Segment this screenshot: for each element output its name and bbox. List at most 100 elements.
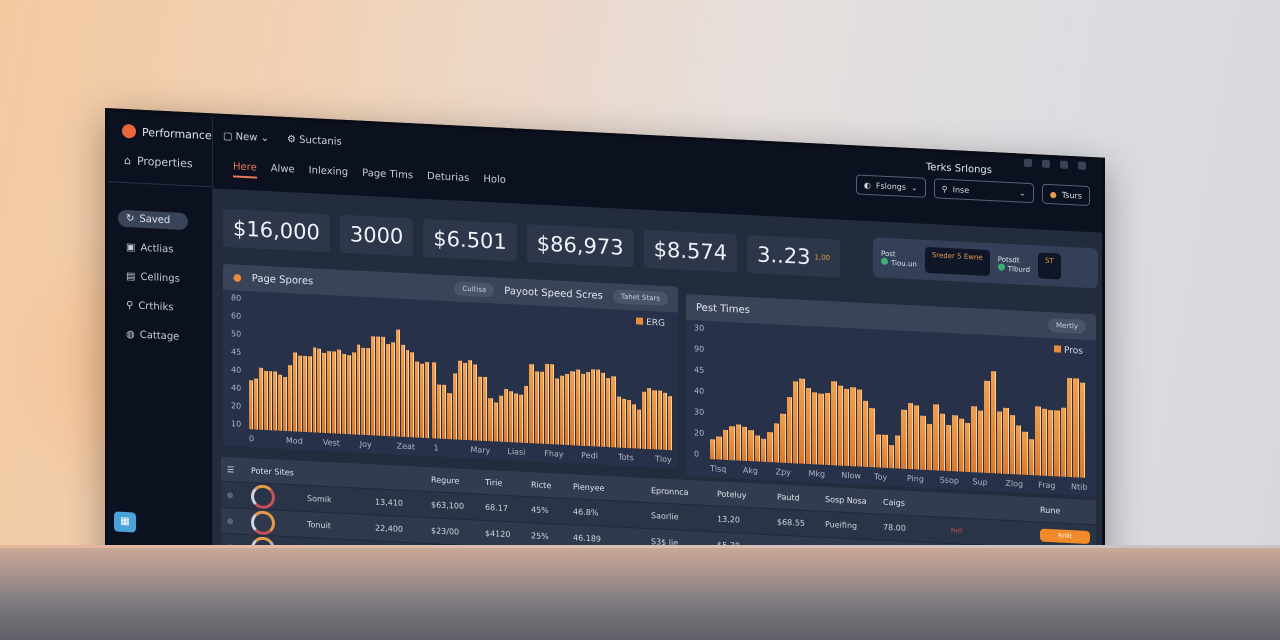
sidebar-properties[interactable]: ⌂ Properties [124, 154, 193, 170]
radio-icon[interactable] [227, 491, 233, 498]
legend-label: ERG [646, 317, 665, 329]
radio-icon[interactable] [227, 517, 233, 524]
y-tick-label: 80 [231, 293, 242, 303]
new-button[interactable]: ▢ New ⌄ [223, 130, 270, 145]
bar [560, 375, 565, 445]
filter-dropdown[interactable]: ◐ Fslongs ⌄ [855, 174, 926, 198]
x-tick-label: Joy [359, 439, 372, 450]
sidebar-item-actlias[interactable]: ▣ Actlias [118, 239, 188, 259]
column-header[interactable]: Poteluy [717, 488, 747, 500]
status-item: Post Tiou.un [881, 249, 917, 268]
bar [990, 371, 996, 474]
bar [519, 394, 524, 443]
coin-icon: ● [1049, 189, 1057, 199]
bar [302, 356, 307, 433]
brand-name: Performance [142, 125, 212, 142]
tab-deturias[interactable]: Deturias [427, 171, 470, 185]
new-label: New [235, 131, 258, 144]
bar [590, 368, 595, 447]
column-header[interactable]: Rune [1040, 505, 1061, 516]
bar [565, 374, 570, 446]
column-header[interactable]: Regure [431, 474, 460, 486]
sidebar-item-saved[interactable]: ↻ Saved [118, 209, 188, 231]
table-cell: Tonuit [307, 520, 331, 531]
bar [1009, 414, 1015, 475]
search-icon: ⚲ [941, 184, 948, 194]
table-cell: 68.17 [485, 502, 508, 514]
calendar-icon: ▤ [126, 271, 136, 283]
bar [1041, 408, 1047, 476]
menu-icon[interactable]: ☰ [227, 464, 235, 474]
status-badge[interactable]: ST [1038, 252, 1061, 280]
bar [488, 398, 493, 442]
sidebar-item-crthiks[interactable]: ⚲ Crthiks [118, 297, 188, 317]
sidebar-item-cellings[interactable]: ▤ Cellings [118, 268, 188, 288]
column-header[interactable]: Caigs [883, 497, 905, 508]
tab-bar: Here Alwe Inlexing Page Tims Deturias Ho… [233, 161, 506, 191]
column-header[interactable]: Sosp Nosa [825, 494, 867, 506]
column-header[interactable]: Pienyee [573, 481, 605, 493]
bar [539, 371, 544, 444]
bar [894, 435, 901, 469]
tab-page-tims[interactable]: Page Tims [362, 167, 414, 182]
table-cell: $63,100 [431, 500, 465, 511]
table-cell: $23/00 [431, 526, 460, 537]
tab-inlexing[interactable]: Inlexing [308, 165, 349, 179]
bar [549, 363, 554, 445]
status-item: Potsdt Tlburd [997, 255, 1030, 274]
settings-button[interactable]: ⚙ Suctanis [287, 134, 342, 148]
row-select[interactable] [227, 517, 251, 525]
window-button[interactable] [1060, 160, 1068, 169]
column-header[interactable]: Ricte [531, 479, 552, 490]
legend-swatch [1054, 345, 1062, 353]
row-select[interactable] [227, 491, 251, 499]
sidebar-item-label: Cellings [140, 271, 180, 285]
chart-subtitle: Payoot Speed Scres [504, 285, 603, 302]
tab-here[interactable]: Here [233, 161, 257, 179]
bar [875, 434, 882, 468]
app-icon[interactable]: ▦ [114, 511, 136, 533]
y-tick-label: 0 [694, 449, 700, 459]
bar [837, 384, 843, 466]
table-cell: Pueifing [825, 519, 858, 531]
column-header[interactable]: Tirie [485, 477, 503, 488]
bar [914, 405, 920, 470]
bar [780, 413, 786, 463]
bar [580, 373, 585, 446]
x-tick-label: Mod [285, 436, 303, 446]
kpi-value: 3..23 [757, 242, 811, 270]
status-badge[interactable]: Sreder 5 Ewne [924, 246, 990, 277]
window-button[interactable] [1042, 159, 1050, 169]
bar [888, 445, 894, 469]
x-tick-label: Zeat [396, 441, 416, 452]
filter-pill[interactable]: Mertly [1047, 317, 1086, 334]
table-cell: 78.00 [883, 522, 906, 533]
bar [253, 378, 258, 430]
sidebar-item-cattage[interactable]: ◍ Cattage [118, 326, 188, 346]
column-header[interactable]: Pautd [777, 491, 800, 503]
bar [642, 391, 647, 449]
bar [667, 395, 672, 451]
tab-alwe[interactable]: Alwe [270, 163, 295, 176]
sidebar: Performance ⌂ Properties ↻ Saved ▣ Actlias … [108, 111, 213, 581]
export-button[interactable]: ● Tsurs [1041, 183, 1090, 207]
filter-pill[interactable]: Tahet Stars [612, 289, 668, 307]
window-button[interactable] [1024, 158, 1032, 168]
kpi-card: $6.501 [423, 218, 517, 262]
y-tick-label: 40 [231, 365, 242, 375]
window-button[interactable] [1078, 161, 1086, 170]
column-header[interactable]: Epronnca [651, 485, 689, 497]
y-tick-label: 20 [694, 428, 705, 438]
filter-pill[interactable]: Cultisa [454, 281, 495, 298]
bar [332, 351, 337, 434]
search-input[interactable]: ⚲ Inse ⌄ [933, 178, 1034, 204]
bar [410, 351, 415, 438]
bar [483, 376, 488, 442]
status-dot-icon [997, 262, 1005, 271]
y-tick-label: 20 [231, 401, 242, 411]
status-badge[interactable]: Rnilt [1040, 528, 1090, 545]
bar [395, 329, 400, 437]
bar [1067, 378, 1073, 478]
row-chart [251, 509, 307, 537]
tab-holo[interactable]: Holo [483, 173, 506, 186]
